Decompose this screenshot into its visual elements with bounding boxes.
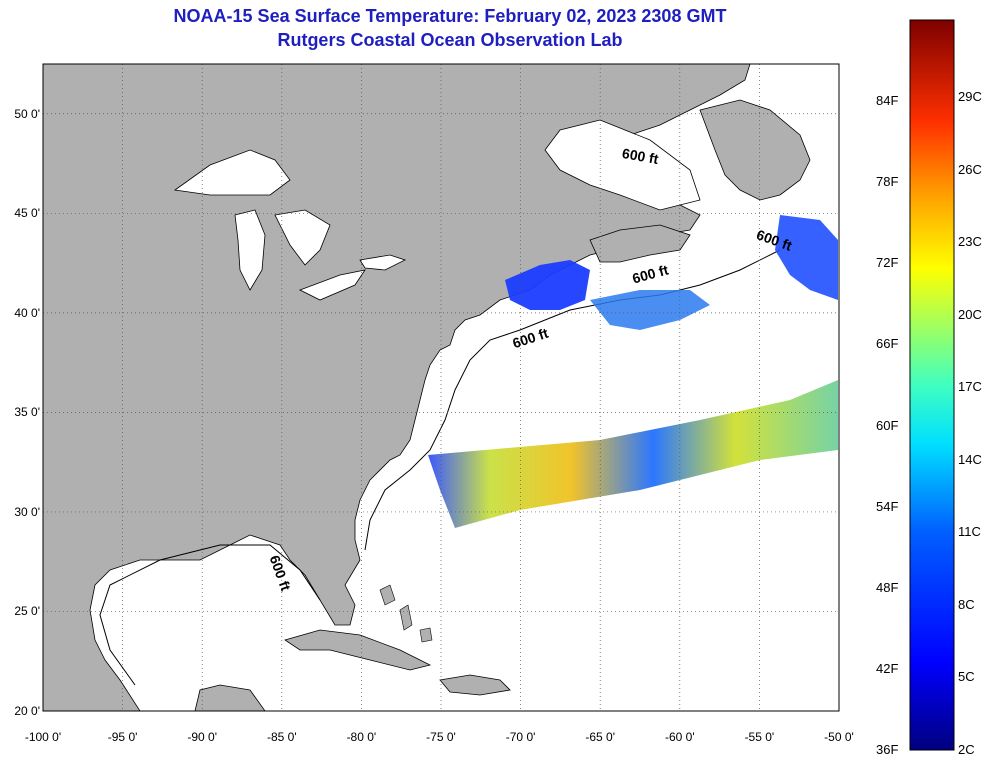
- sst-swath-northeast: [775, 215, 838, 300]
- lake-michigan: [234, 209, 266, 291]
- lake-erie: [299, 269, 366, 301]
- lake-ontario: [359, 254, 407, 271]
- latitude-tick-label: 20 0': [14, 704, 40, 718]
- latitude-tick-label: 45 0': [14, 206, 40, 221]
- land-yucatan: [194, 684, 266, 711]
- gulf-st-lawrence: [544, 119, 701, 211]
- longitude-tick-label: -100 0': [24, 730, 62, 744]
- colorbar-fahrenheit-label: 78F: [876, 174, 899, 190]
- longitude-tick-label: -65 0': [585, 730, 616, 744]
- latitude-tick-label: 25 0': [14, 604, 40, 619]
- colorbar-fahrenheit-label: 66F: [876, 336, 899, 352]
- lake-superior: [173, 149, 291, 196]
- map-subtitle: Rutgers Coastal Ocean Observation Lab: [277, 30, 623, 50]
- map-title: NOAA-15 Sea Surface Temperature: Februar…: [173, 6, 727, 26]
- latitude-tick-label: 50 0': [14, 106, 40, 121]
- longitude-tick-label: -85 0': [266, 730, 297, 744]
- land-hispaniola: [439, 674, 511, 696]
- land-newfoundland: [699, 99, 811, 201]
- colorbar-fahrenheit-label: 84F: [876, 93, 899, 109]
- longitude-tick-label: -80 0': [346, 730, 377, 744]
- colorbar-fahrenheit-label: 72F: [876, 255, 899, 271]
- land-bahamas: [379, 584, 433, 643]
- longitude-tick-label: -75 0': [426, 730, 456, 744]
- longitude-tick-label: -70 0': [505, 730, 536, 744]
- longitude-tick-label: -50 0': [824, 730, 854, 744]
- sst-swath-south: [428, 380, 838, 528]
- colorbar-celsius-label: 14C: [958, 451, 982, 467]
- lake-huron: [274, 209, 331, 266]
- map-frame: [42, 63, 840, 712]
- colorbar-celsius-label: 2C: [958, 742, 975, 757]
- isobath-line-gulf: [99, 544, 321, 686]
- latitude-tick-label: 40 0': [14, 305, 40, 320]
- colorbar-fahrenheit-label: 42F: [876, 660, 899, 676]
- longitude-tick-label: -90 0': [187, 730, 218, 744]
- longitude-tick-label: -95 0': [107, 730, 138, 744]
- latitude-tick-label: 30 0': [14, 504, 40, 519]
- land-nova-scotia: [589, 224, 691, 263]
- colorbar-celsius-label: 20C: [958, 306, 982, 322]
- colorbar-fahrenheit-label: 54F: [876, 498, 899, 514]
- longitude-tick-label: -55 0': [744, 730, 775, 744]
- colorbar-celsius-label: 17C: [958, 379, 982, 395]
- colorbar-fahrenheit-label: 36F: [876, 742, 899, 757]
- colorbar-celsius-label: 29C: [958, 89, 982, 105]
- colorbar-celsius-label: 23C: [958, 234, 982, 250]
- colorbar-celsius-label: 26C: [958, 161, 982, 177]
- colorbar-fahrenheit-label: 48F: [876, 579, 899, 595]
- colorbar-celsius-label: 5C: [958, 669, 975, 685]
- latitude-tick-label: 35 0': [14, 405, 40, 420]
- colorbar-celsius-label: 8C: [958, 596, 975, 612]
- graticule: [43, 64, 839, 711]
- colorbar: [909, 19, 955, 751]
- colorbar-celsius-label: 11C: [958, 524, 981, 540]
- land-cuba: [284, 629, 432, 671]
- sst-swath-north: [505, 260, 590, 310]
- colorbar-fahrenheit-label: 60F: [876, 417, 899, 433]
- longitude-tick-label: -60 0': [664, 730, 695, 744]
